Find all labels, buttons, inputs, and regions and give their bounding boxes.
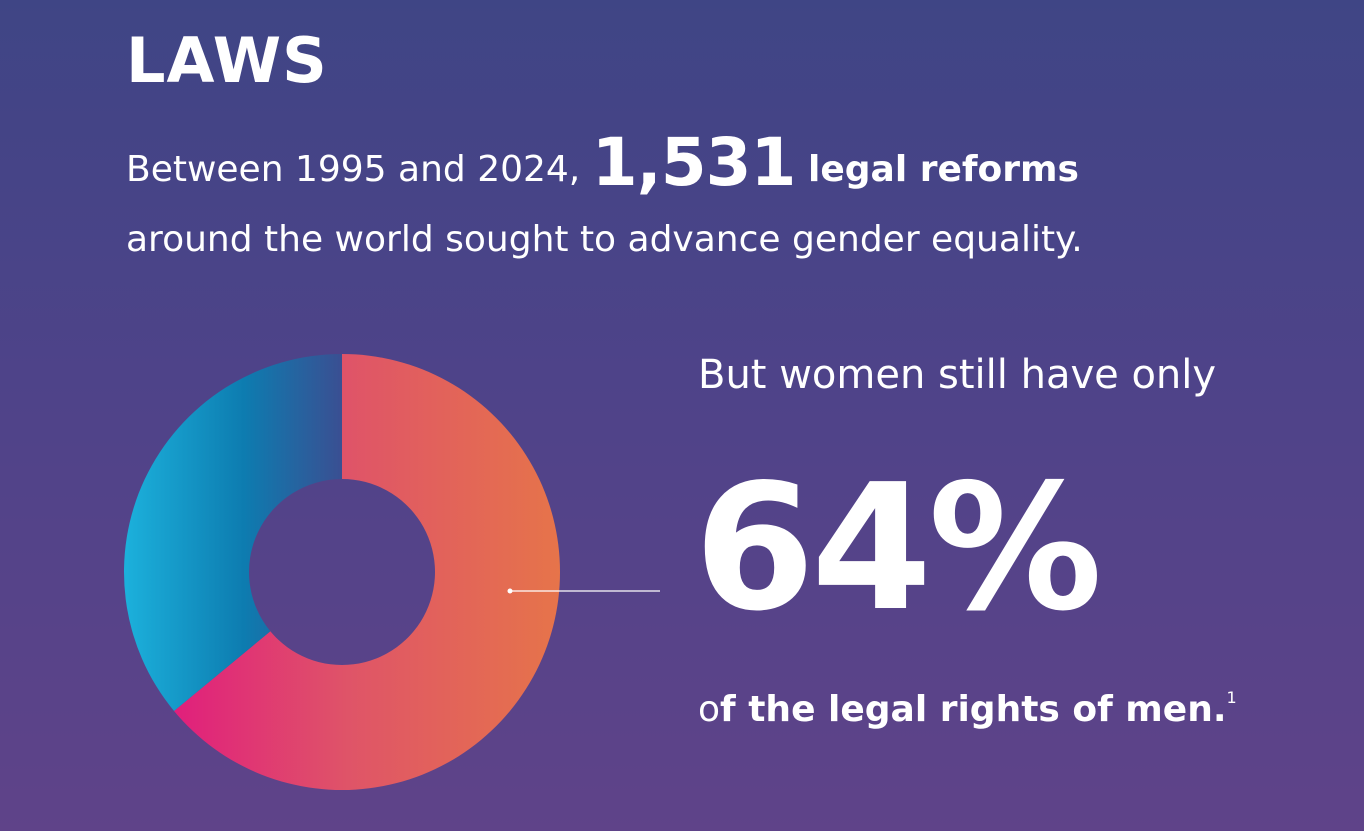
stat-intro: But women still have only (698, 352, 1217, 398)
donut-slice-men (124, 354, 343, 711)
stat-caption-text: f the legal rights of men. (720, 689, 1227, 730)
lead-text: Between 1995 and 2024, 1,531 legal refor… (126, 128, 1346, 275)
stat-caption: of the legal rights of men.1 (698, 688, 1237, 730)
reform-count: 1,531 (591, 124, 797, 201)
stat-value: 64% (694, 447, 1102, 650)
stat-caption-o: o (698, 689, 721, 730)
donut-chart (124, 354, 560, 791)
donut-slice-women (174, 354, 560, 791)
page-title: LAWS (126, 24, 328, 97)
lead-line-1: Between 1995 and 2024, 1,531 legal refor… (126, 128, 1346, 205)
reform-label: legal reforms (795, 149, 1079, 190)
donut-slices (124, 354, 560, 791)
footnote-marker: 1 (1226, 688, 1237, 707)
lead-prefix: Between 1995 and 2024, (126, 149, 592, 190)
lead-line-2: around the world sought to advance gende… (126, 219, 1083, 260)
